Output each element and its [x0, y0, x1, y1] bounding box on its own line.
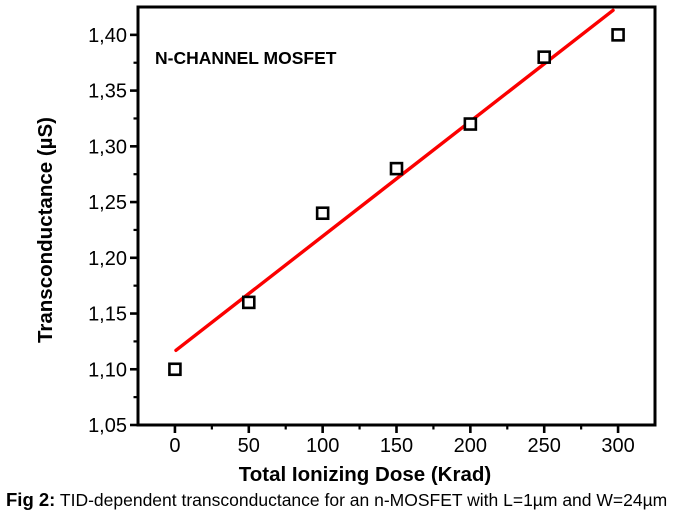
chart-annotation: N-CHANNEL MOSFET: [155, 48, 337, 68]
y-tick-label: 1,10: [88, 359, 127, 381]
y-tick-label: 1,40: [88, 25, 127, 47]
caption-text: TID-dependent transconductance for an n-…: [59, 490, 668, 510]
x-tick-label: 50: [238, 435, 260, 457]
y-axis-title: Transconductance (µS): [34, 117, 57, 343]
x-tick-label: 300: [601, 435, 634, 457]
fit-line: [174, 8, 615, 353]
y-tick-label: 1,35: [88, 81, 127, 103]
data-point-marker: [168, 362, 182, 377]
y-tick-label: 1,20: [88, 248, 127, 270]
caption-label: Fig 2:: [6, 489, 56, 510]
y-tick-label: 1,05: [88, 415, 127, 437]
figure-caption: Fig 2: TID-dependent transconductance fo…: [6, 489, 692, 511]
plot-frame: [136, 5, 657, 427]
x-axis-title: Total Ionizing Dose (Krad): [239, 463, 491, 486]
data-point-marker: [389, 161, 404, 176]
x-tick-label: 250: [528, 435, 561, 457]
data-point-marker: [315, 206, 330, 221]
y-tick-label: 1,25: [88, 192, 127, 214]
data-point-marker: [537, 50, 552, 64]
transconductance-chart: 0 50 100 150 200 250 300 1,05 1,10 1,15 1,20 1,25 1,…: [34, 5, 657, 486]
x-tick-label: 150: [380, 435, 413, 457]
x-tick-label: 100: [306, 435, 339, 457]
y-tick-label: 1,15: [88, 304, 127, 326]
data-point-marker: [241, 295, 256, 310]
data-point-marker: [611, 28, 625, 42]
y-tick-label: 1,30: [88, 136, 127, 158]
x-tick-label: 200: [454, 435, 487, 457]
data-point-marker: [463, 117, 478, 131]
x-tick-label: 0: [169, 435, 180, 457]
